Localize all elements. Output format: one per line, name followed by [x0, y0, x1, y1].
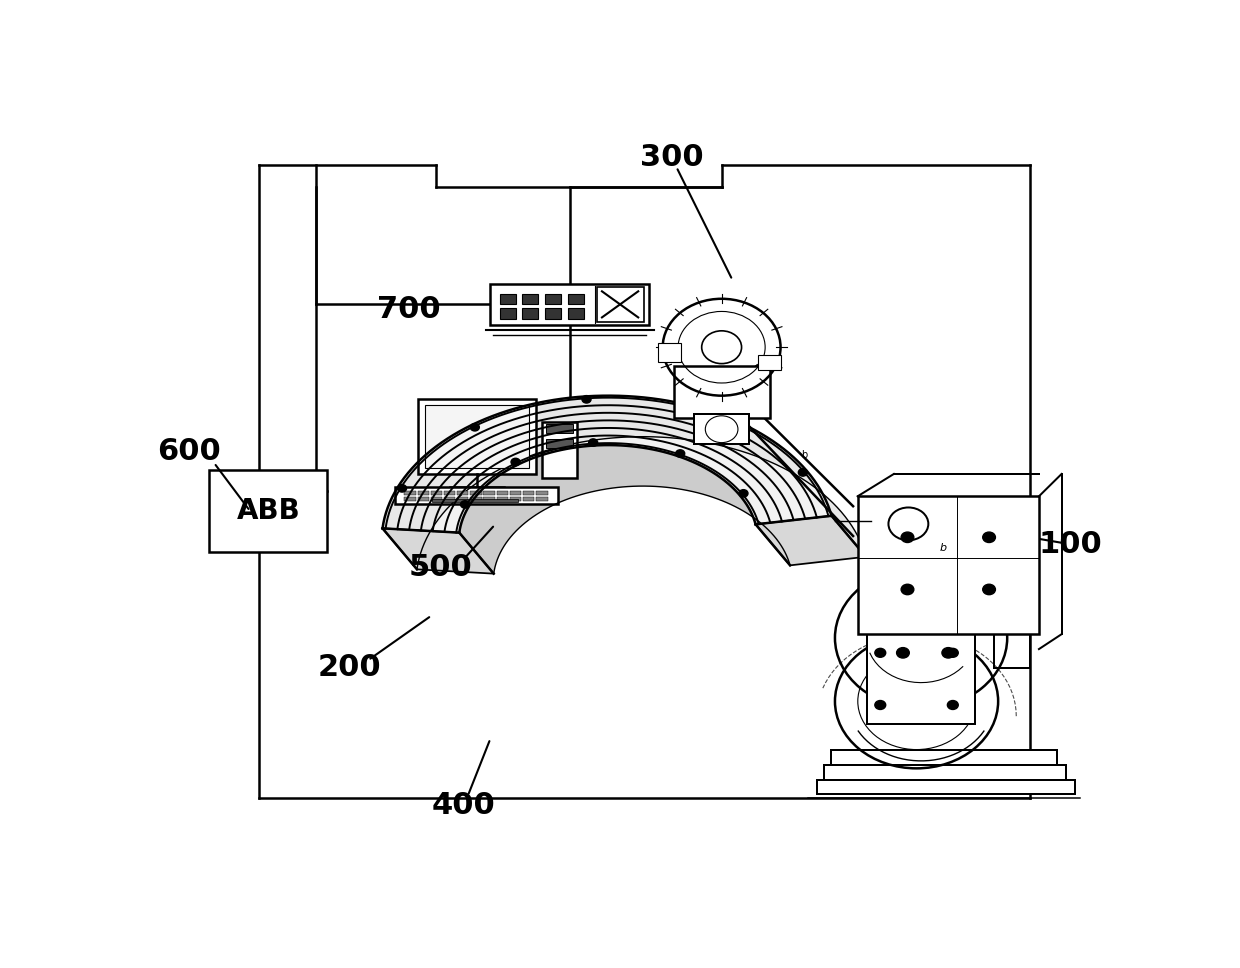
Bar — [536, 491, 548, 495]
Polygon shape — [382, 396, 832, 532]
Bar — [858, 497, 1039, 634]
Bar — [825, 765, 1066, 779]
Text: b: b — [939, 543, 946, 554]
Circle shape — [983, 532, 996, 542]
Bar — [396, 487, 558, 503]
Circle shape — [942, 603, 955, 614]
Bar — [470, 497, 481, 500]
Bar — [418, 491, 429, 495]
Circle shape — [901, 585, 914, 594]
Bar — [432, 499, 517, 502]
Text: ABB: ABB — [237, 498, 300, 526]
Text: 400: 400 — [432, 791, 495, 820]
Circle shape — [875, 701, 885, 710]
Bar — [658, 344, 681, 362]
Polygon shape — [459, 445, 790, 574]
Circle shape — [676, 450, 684, 457]
Text: 300: 300 — [640, 142, 703, 171]
Bar — [404, 491, 415, 495]
Text: b: b — [801, 450, 807, 461]
Bar — [500, 293, 516, 304]
Bar — [470, 491, 481, 495]
Circle shape — [460, 500, 470, 508]
Bar — [817, 779, 1075, 795]
Circle shape — [589, 439, 598, 446]
Circle shape — [983, 585, 996, 594]
Bar — [497, 497, 508, 500]
Bar — [484, 491, 495, 495]
Bar — [867, 626, 976, 724]
Bar — [568, 293, 584, 304]
Bar — [510, 491, 521, 495]
Bar — [831, 749, 1056, 765]
Text: 700: 700 — [377, 295, 440, 324]
Circle shape — [799, 469, 807, 476]
Bar — [418, 497, 429, 500]
Bar — [430, 491, 443, 495]
Bar — [500, 309, 516, 318]
Bar — [425, 406, 528, 468]
Bar — [210, 470, 327, 552]
Polygon shape — [382, 396, 866, 569]
Bar — [546, 439, 573, 448]
Bar — [568, 309, 584, 318]
Bar — [596, 287, 644, 322]
Bar — [522, 293, 538, 304]
Polygon shape — [755, 516, 866, 565]
Bar — [675, 366, 770, 418]
Bar — [523, 491, 534, 495]
Circle shape — [897, 648, 909, 658]
Circle shape — [511, 458, 520, 466]
Circle shape — [739, 490, 748, 498]
Bar — [544, 309, 562, 318]
Bar — [510, 497, 521, 500]
Bar — [404, 497, 415, 500]
Bar — [484, 497, 495, 500]
Bar — [694, 414, 749, 444]
Circle shape — [947, 701, 959, 710]
Bar — [418, 400, 536, 474]
Circle shape — [707, 411, 717, 419]
Bar — [444, 497, 455, 500]
Bar — [497, 491, 508, 495]
Bar — [522, 309, 538, 318]
Bar — [542, 422, 577, 477]
Text: 500: 500 — [409, 553, 472, 582]
Bar — [458, 491, 469, 495]
Circle shape — [947, 649, 959, 657]
Circle shape — [901, 532, 914, 542]
Text: 200: 200 — [319, 653, 382, 682]
Bar — [458, 497, 469, 500]
Bar — [758, 354, 780, 370]
Polygon shape — [417, 437, 866, 574]
Bar — [546, 424, 573, 433]
Bar — [430, 497, 443, 500]
Bar — [993, 604, 1030, 668]
Bar — [523, 497, 534, 500]
Text: 100: 100 — [1039, 530, 1102, 560]
Text: 600: 600 — [157, 438, 221, 466]
Bar — [544, 293, 562, 304]
Polygon shape — [382, 529, 494, 574]
Bar — [536, 497, 548, 500]
Bar — [444, 491, 455, 495]
Bar — [491, 284, 649, 325]
Circle shape — [582, 396, 591, 403]
Circle shape — [875, 649, 885, 657]
Circle shape — [470, 424, 480, 431]
Circle shape — [942, 648, 955, 658]
Circle shape — [398, 485, 407, 492]
